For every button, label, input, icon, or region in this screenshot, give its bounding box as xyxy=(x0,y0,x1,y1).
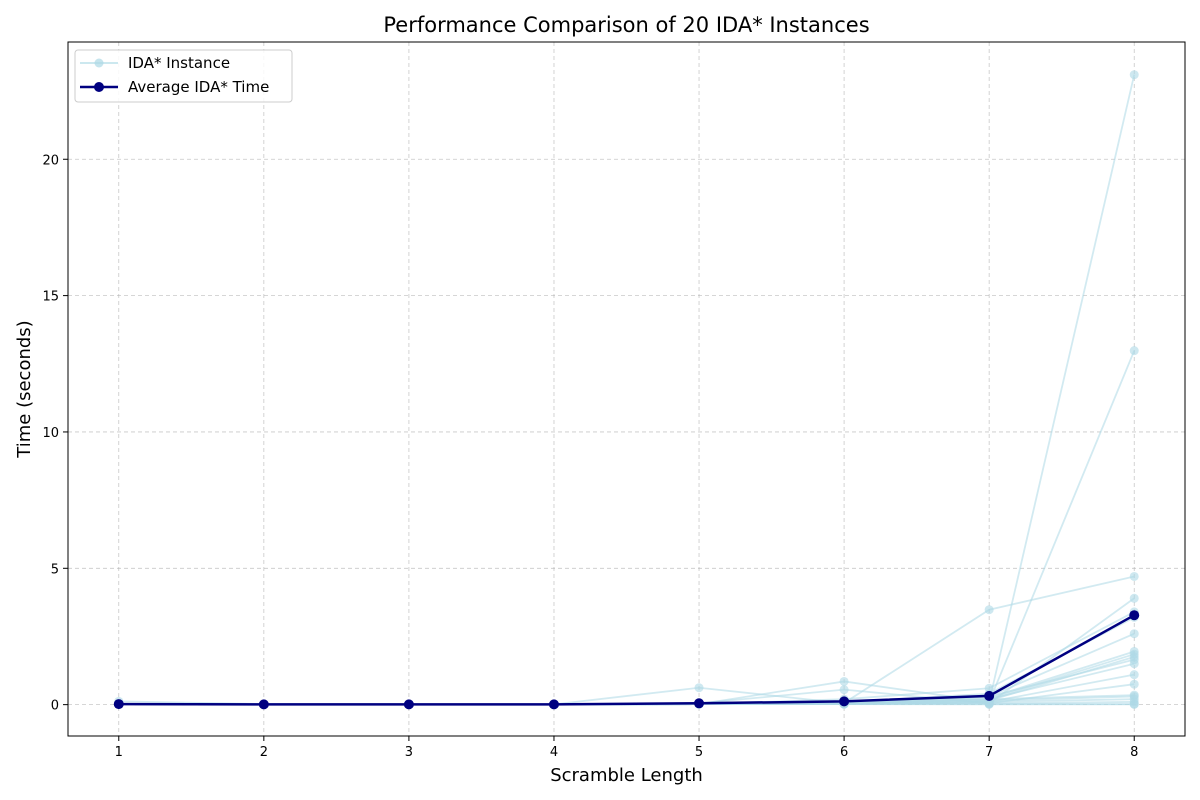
x-axis-ticks: 1 2 3 4 5 6 7 8 xyxy=(115,736,1138,760)
x-tick-label: 3 xyxy=(405,745,413,760)
instance-point xyxy=(1129,571,1139,581)
instance-point xyxy=(1129,670,1139,680)
instance-point xyxy=(984,699,994,709)
instance-point xyxy=(1129,699,1139,709)
instance-point xyxy=(984,605,994,615)
legend-box xyxy=(74,49,293,103)
y-tick-label: 10 xyxy=(42,426,59,441)
average-point xyxy=(113,699,124,710)
average-point xyxy=(839,696,850,707)
average-point xyxy=(1129,610,1140,621)
x-tick-label: 4 xyxy=(550,745,558,760)
legend-average-label: Average IDA* Time xyxy=(128,78,269,96)
y-axis-label: Time (seconds) xyxy=(14,320,35,458)
x-tick-label: 1 xyxy=(115,745,123,760)
instance-point xyxy=(1129,70,1139,80)
x-tick-label: 7 xyxy=(985,745,993,760)
x-tick-label: 6 xyxy=(840,745,848,760)
instance-point xyxy=(694,683,704,693)
average-point xyxy=(258,699,269,710)
x-tick-label: 5 xyxy=(695,745,703,760)
instance-point xyxy=(839,685,849,695)
legend: IDA* Instance Average IDA* Time xyxy=(74,49,293,103)
instance-point xyxy=(1129,629,1139,639)
x-tick-label: 8 xyxy=(1130,745,1138,760)
x-tick-label: 2 xyxy=(260,745,268,760)
y-tick-label: 5 xyxy=(51,562,59,577)
y-tick-label: 20 xyxy=(42,153,59,168)
plot-frame xyxy=(67,41,1186,737)
y-axis-ticks: 0 5 10 15 20 xyxy=(42,153,68,714)
average-point xyxy=(984,690,995,701)
x-axis-label: Scramble Length xyxy=(550,765,703,786)
average-series-group xyxy=(113,610,1140,710)
y-tick-label: 0 xyxy=(51,699,59,714)
average-point xyxy=(403,699,414,710)
instance-point xyxy=(839,676,849,686)
instance-point xyxy=(1129,679,1139,689)
average-point xyxy=(694,698,705,709)
legend-average-marker xyxy=(94,82,104,92)
instance-point xyxy=(1129,346,1139,356)
y-tick-label: 15 xyxy=(42,290,59,305)
instance-point xyxy=(1129,659,1139,669)
average-line xyxy=(118,614,1135,706)
legend-instance-marker xyxy=(94,58,104,68)
grid-lines xyxy=(68,42,1185,736)
chart-title: Performance Comparison of 20 IDA* Instan… xyxy=(383,13,869,37)
instance-point xyxy=(1129,593,1139,603)
average-point xyxy=(548,699,559,710)
legend-instance-label: IDA* Instance xyxy=(128,54,230,72)
